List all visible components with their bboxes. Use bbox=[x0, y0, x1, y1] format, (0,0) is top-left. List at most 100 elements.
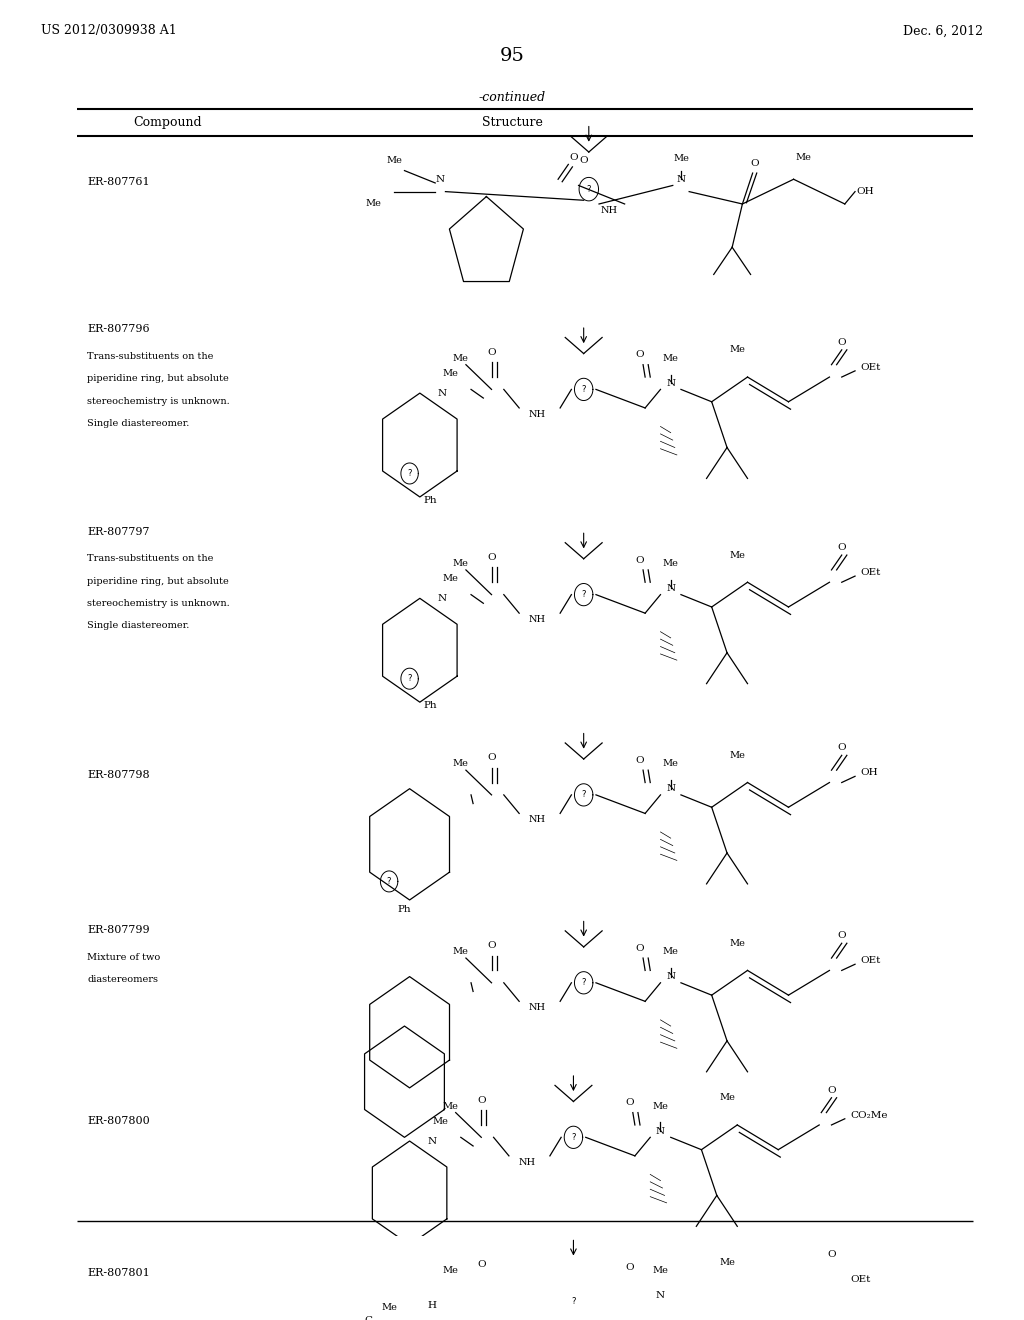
Text: OEt: OEt bbox=[860, 363, 881, 372]
Text: Me: Me bbox=[442, 1102, 459, 1111]
Text: US 2012/0309938 A1: US 2012/0309938 A1 bbox=[41, 24, 177, 37]
Text: H: H bbox=[428, 1302, 436, 1309]
Text: diastereomers: diastereomers bbox=[87, 975, 158, 985]
Text: O: O bbox=[636, 350, 644, 359]
Text: N: N bbox=[677, 174, 685, 183]
Text: ?: ? bbox=[387, 876, 391, 886]
Text: Me: Me bbox=[453, 560, 469, 568]
Text: OH: OH bbox=[856, 187, 874, 197]
Text: piperidine ring, but absolute: piperidine ring, but absolute bbox=[87, 375, 228, 383]
Text: Structure: Structure bbox=[481, 116, 543, 129]
Text: Single diastereomer.: Single diastereomer. bbox=[87, 418, 189, 428]
Text: ER-807800: ER-807800 bbox=[87, 1115, 150, 1126]
Text: N: N bbox=[667, 583, 675, 593]
Text: Me: Me bbox=[663, 560, 679, 568]
Text: O: O bbox=[487, 348, 496, 356]
Text: ?: ? bbox=[408, 675, 412, 684]
Text: Single diastereomer.: Single diastereomer. bbox=[87, 620, 189, 630]
Text: Mixture of two: Mixture of two bbox=[87, 953, 161, 962]
Text: Me: Me bbox=[663, 948, 679, 957]
Text: O: O bbox=[477, 1261, 485, 1269]
Text: O: O bbox=[636, 556, 644, 565]
Text: N: N bbox=[667, 972, 675, 981]
Text: Ph: Ph bbox=[423, 701, 437, 710]
Text: O: O bbox=[838, 743, 846, 752]
Text: NH: NH bbox=[519, 1158, 536, 1167]
Text: O: O bbox=[827, 1086, 836, 1094]
Text: Ph: Ph bbox=[423, 496, 437, 506]
Text: Me: Me bbox=[719, 1258, 735, 1267]
Text: N: N bbox=[436, 174, 444, 183]
Text: CO₂Me: CO₂Me bbox=[850, 1110, 888, 1119]
Text: ?: ? bbox=[582, 385, 586, 393]
Text: OH: OH bbox=[860, 768, 878, 777]
Text: OEt: OEt bbox=[860, 956, 881, 965]
Text: Compound: Compound bbox=[133, 116, 202, 129]
Text: O: O bbox=[751, 158, 759, 168]
Text: ER-807801: ER-807801 bbox=[87, 1269, 150, 1278]
Text: N: N bbox=[667, 784, 675, 793]
Text: Me: Me bbox=[442, 368, 459, 378]
Text: -continued: -continued bbox=[478, 91, 546, 104]
Text: NH: NH bbox=[529, 816, 546, 824]
Text: ?: ? bbox=[571, 1133, 575, 1142]
Text: O: O bbox=[626, 1098, 634, 1107]
Text: ?: ? bbox=[582, 978, 586, 987]
Text: O: O bbox=[487, 553, 496, 562]
Text: Trans-substituents on the: Trans-substituents on the bbox=[87, 352, 213, 362]
Text: Me: Me bbox=[663, 354, 679, 363]
Text: Me: Me bbox=[652, 1102, 669, 1111]
Text: Trans-substituents on the: Trans-substituents on the bbox=[87, 554, 213, 564]
Text: stereochemistry is unknown.: stereochemistry is unknown. bbox=[87, 599, 229, 607]
Text: O: O bbox=[838, 543, 846, 552]
Text: O: O bbox=[580, 156, 588, 165]
Text: Me: Me bbox=[729, 751, 745, 760]
Text: ER-807761: ER-807761 bbox=[87, 177, 150, 187]
Text: Dec. 6, 2012: Dec. 6, 2012 bbox=[903, 24, 983, 37]
Text: N: N bbox=[667, 379, 675, 388]
Text: O: O bbox=[838, 338, 846, 347]
Text: O: O bbox=[636, 944, 644, 953]
Text: piperidine ring, but absolute: piperidine ring, but absolute bbox=[87, 577, 228, 586]
Text: NH: NH bbox=[529, 615, 546, 624]
Text: Me: Me bbox=[729, 939, 745, 948]
Text: Me: Me bbox=[453, 948, 469, 957]
Text: O: O bbox=[827, 1250, 836, 1259]
Text: OEt: OEt bbox=[850, 1275, 870, 1284]
Text: ?: ? bbox=[582, 590, 586, 599]
Text: Me: Me bbox=[386, 156, 402, 165]
Text: 95: 95 bbox=[500, 46, 524, 65]
Text: ?: ? bbox=[582, 791, 586, 800]
Text: ER-807796: ER-807796 bbox=[87, 325, 150, 334]
Text: ?: ? bbox=[587, 185, 591, 194]
Text: Me: Me bbox=[673, 153, 689, 162]
Text: O: O bbox=[569, 153, 578, 161]
Text: N: N bbox=[428, 1137, 436, 1146]
Text: Me: Me bbox=[453, 354, 469, 363]
Text: Me: Me bbox=[366, 199, 382, 209]
Text: Me: Me bbox=[442, 574, 459, 583]
Text: Me: Me bbox=[381, 1303, 397, 1312]
Text: Ph: Ph bbox=[397, 906, 412, 915]
Text: ?: ? bbox=[571, 1298, 575, 1307]
Text: NH: NH bbox=[529, 409, 546, 418]
Text: N: N bbox=[438, 594, 446, 603]
Text: Me: Me bbox=[729, 346, 745, 354]
Text: Me: Me bbox=[652, 1266, 669, 1275]
Text: ER-807799: ER-807799 bbox=[87, 925, 150, 936]
Text: NH: NH bbox=[529, 1003, 546, 1012]
Text: Me: Me bbox=[432, 1117, 449, 1126]
Text: stereochemistry is unknown.: stereochemistry is unknown. bbox=[87, 396, 229, 405]
Text: ER-807798: ER-807798 bbox=[87, 770, 150, 780]
Text: OEt: OEt bbox=[860, 568, 881, 577]
Text: Me: Me bbox=[442, 1266, 459, 1275]
Text: Me: Me bbox=[719, 1093, 735, 1102]
Text: O: O bbox=[636, 756, 644, 764]
Text: O: O bbox=[626, 1263, 634, 1271]
Text: ?: ? bbox=[408, 469, 412, 478]
Text: N: N bbox=[656, 1291, 665, 1300]
Text: Me: Me bbox=[729, 550, 745, 560]
Text: ER-807797: ER-807797 bbox=[87, 527, 150, 536]
Text: O: O bbox=[487, 754, 496, 763]
Text: Me: Me bbox=[453, 759, 469, 768]
